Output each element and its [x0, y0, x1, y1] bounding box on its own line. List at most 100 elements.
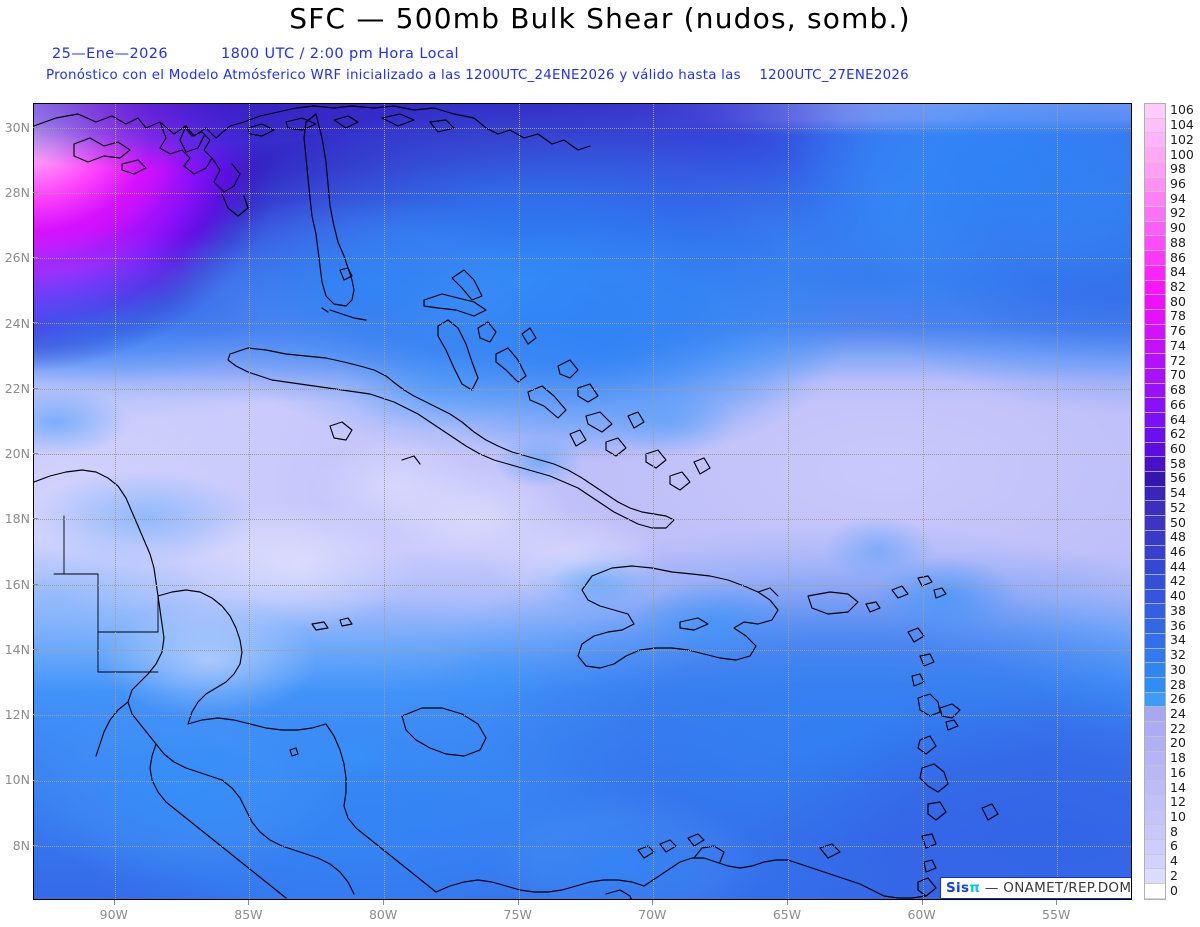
- colorbar-swatch: [1145, 280, 1165, 296]
- colorbar-tick-label: 62: [1170, 426, 1186, 442]
- colorbar-tick-label: 102: [1170, 131, 1194, 147]
- lon-label: 65W: [772, 907, 802, 922]
- colorbar-tick-label: 20: [1170, 735, 1186, 751]
- coastline-overlay: [34, 105, 999, 899]
- colorbar-swatch: [1145, 707, 1165, 723]
- colorbar-swatch: [1145, 751, 1165, 767]
- colorbar-swatch: [1145, 545, 1165, 561]
- colorbar-tick-label: 98: [1170, 161, 1186, 177]
- forecast-date: 25—Ene—2026: [52, 46, 169, 62]
- lon-label: 85W: [234, 907, 263, 922]
- colorbar-tick-label: 28: [1170, 676, 1186, 692]
- colorbar-swatch: [1145, 148, 1165, 163]
- colorbar-swatch: [1145, 486, 1165, 502]
- colorbar-swatch: [1145, 162, 1165, 178]
- colorbar-tick-label: 104: [1170, 117, 1194, 133]
- colorbar-tick-label: 8: [1170, 823, 1178, 839]
- valid-time-line: 25—Ene—2026 1800 UTC / 2:00 pm Hora Loca…: [52, 46, 459, 62]
- colorbar-swatch: [1145, 692, 1165, 708]
- colorbar-swatch: [1145, 884, 1165, 899]
- lat-label: 14N: [4, 642, 30, 657]
- colorbar-tick-label: 36: [1170, 617, 1186, 633]
- colorbar-tick-label: 64: [1170, 411, 1186, 427]
- colorbar-swatch: [1145, 678, 1165, 693]
- colorbar-tick-label: 100: [1170, 146, 1194, 162]
- logo-sis-text: Sis: [946, 880, 970, 896]
- colorbar-tick-label: 106: [1170, 102, 1194, 118]
- colorbar-tick-label: 30: [1170, 661, 1186, 677]
- colorbar-tick-label: 16: [1170, 764, 1186, 780]
- model-description-text: Pronóstico con el Modelo Atmósferico WRF…: [46, 68, 741, 83]
- map-plot-area[interactable]: Sisπ — ONAMET/REP.DOM.: [33, 103, 1132, 900]
- colorbar-tick-label: 4: [1170, 853, 1178, 869]
- colorbar-tick-label: 90: [1170, 220, 1186, 236]
- lat-label: 12N: [4, 707, 30, 722]
- colorbar-tick-label: 22: [1170, 720, 1186, 736]
- lat-label: 22N: [4, 381, 30, 396]
- colorbar-swatch: [1145, 295, 1165, 311]
- colorbar-swatch: [1145, 207, 1165, 222]
- colorbar-swatch: [1145, 118, 1165, 134]
- colorbar-tick-label: 24: [1170, 705, 1186, 721]
- lat-label: 26N: [4, 250, 30, 265]
- colorbar-tick-label: 80: [1170, 293, 1186, 309]
- lon-label: 75W: [503, 907, 532, 922]
- colorbar-tick-label: 94: [1170, 190, 1186, 206]
- colorbar-swatch: [1145, 736, 1165, 752]
- lat-label: 30N: [4, 120, 30, 135]
- lon-label: 60W: [907, 907, 936, 922]
- colorbar-tick-label: 0: [1170, 882, 1178, 898]
- colorbar-swatch: [1145, 501, 1165, 517]
- colorbar-tick-label: 12: [1170, 794, 1186, 810]
- colorbar-swatch: [1145, 236, 1165, 252]
- lon-label: 90W: [99, 907, 128, 922]
- lon-label: 55W: [1042, 907, 1071, 922]
- colorbar-swatch: [1145, 530, 1165, 546]
- colorbar-swatch: [1145, 442, 1165, 458]
- colorbar-tick-label: 6: [1170, 838, 1178, 854]
- lat-label: 10N: [4, 772, 30, 787]
- colorbar-tick-label: 32: [1170, 647, 1186, 663]
- colorbar-tick-label: 34: [1170, 632, 1186, 648]
- colorbar-swatch: [1145, 104, 1165, 119]
- colorbar-tick-label: 2: [1170, 867, 1178, 883]
- colorbar-tick-label: 48: [1170, 529, 1186, 545]
- colorbar-tick-label: 84: [1170, 264, 1186, 280]
- colorbar-swatch: [1145, 781, 1165, 796]
- colorbar-swatch: [1145, 575, 1165, 590]
- colorbar-swatch: [1145, 766, 1165, 782]
- colorbar-tick-label: 38: [1170, 602, 1186, 618]
- colorbar-tick-label: 56: [1170, 470, 1186, 486]
- colorbar-tick-label: 66: [1170, 396, 1186, 412]
- page-title: SFC — 500mb Bulk Shear (nudos, somb.): [289, 2, 911, 35]
- colorbar-swatch: [1145, 368, 1165, 384]
- lat-label: 18N: [4, 511, 30, 526]
- colorbar-tick-label: 26: [1170, 691, 1186, 707]
- colorbar-tick-label: 92: [1170, 205, 1186, 221]
- colorbar-swatch: [1145, 619, 1165, 634]
- colorbar-tick-label: 44: [1170, 558, 1186, 574]
- colorbar-tick-label: 86: [1170, 249, 1186, 265]
- colorbar-tick-label: 52: [1170, 499, 1186, 515]
- colorbar-swatch: [1145, 339, 1165, 355]
- colorbar-tick-label: 60: [1170, 440, 1186, 456]
- colorbar-tick-label: 78: [1170, 308, 1186, 324]
- colorbar-swatch: [1145, 839, 1165, 855]
- colorbar-swatch: [1145, 869, 1165, 885]
- colorbar-tick-label: 14: [1170, 779, 1186, 795]
- colorbar-swatch: [1145, 795, 1165, 811]
- lon-label: 80W: [368, 907, 398, 922]
- colorbar-swatch: [1145, 810, 1165, 826]
- colorbar[interactable]: [1144, 103, 1166, 900]
- lat-label: 8N: [12, 838, 30, 853]
- colorbar-tick-label: 18: [1170, 750, 1186, 766]
- colorbar-swatch: [1145, 825, 1165, 840]
- model-description: Pronóstico con el Modelo Atmósferico WRF…: [46, 68, 909, 83]
- colorbar-tick-label: 42: [1170, 573, 1186, 589]
- lon-label: 70W: [638, 907, 667, 922]
- colorbar-swatch: [1145, 663, 1165, 679]
- colorbar-swatch: [1145, 133, 1165, 149]
- colorbar-tick-label: 88: [1170, 234, 1186, 250]
- colorbar-tick-label: 70: [1170, 367, 1186, 383]
